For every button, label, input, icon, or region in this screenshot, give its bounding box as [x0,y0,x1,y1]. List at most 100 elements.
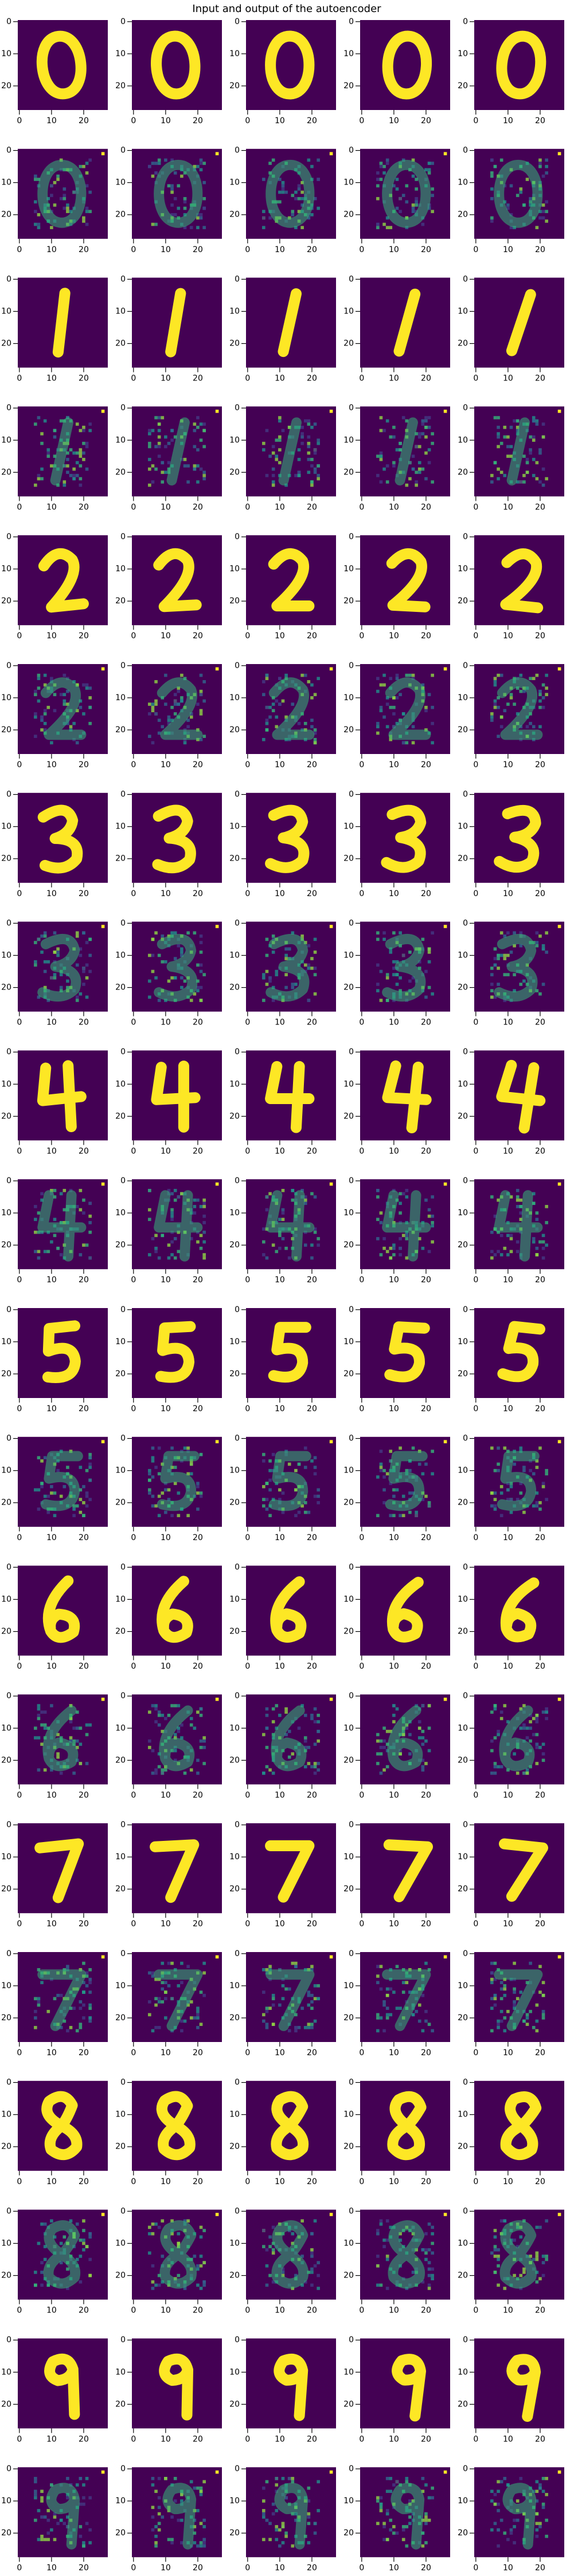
image-pixel [421,1742,425,1746]
image-pixel [395,448,399,451]
image-pixel [72,1504,76,1508]
y-tick-label: 10 [1,1337,11,1346]
image-pixel [88,2232,92,2236]
y-tick-label: 10 [1,2239,11,2248]
y-tick-label: 0 [349,790,354,799]
image-pixel [385,1765,389,1769]
image-pixel [193,1198,197,1202]
image-pixel [513,1961,516,1965]
y-tick-label: 0 [235,1820,240,1829]
image-pixel [173,213,177,217]
image-pixel [310,1714,314,1717]
image-pixel [63,1189,67,1192]
image-pixel [154,1234,158,1238]
x-tick-label: 10 [275,1790,285,1800]
image-pixel [199,689,203,693]
image-pixel [313,1771,317,1775]
image-pixel [405,1234,409,1238]
image-pixel [196,1482,200,1485]
image-content [151,1061,201,1133]
image-pixel [37,1230,41,1234]
image-content [376,1182,447,1262]
x-tick-label: 20 [421,1404,431,1413]
image-pixel [310,2023,314,2026]
image-pixel [262,2486,265,2490]
x-tick-label: 0 [131,889,136,898]
image-stroke [166,417,190,486]
image-pixel [541,944,545,948]
x-tick-label: 0 [359,1662,364,1671]
image-pixel [161,2000,165,2004]
image-pixel [275,2538,279,2542]
y-tick-label: 20 [343,1756,354,1765]
x-tick-label: 20 [193,1275,203,1285]
image-pixel [271,1452,275,1456]
x-tick-label: 20 [193,1533,203,1542]
image-pixel [376,1218,380,1222]
image-pixel [317,474,320,477]
x-tick-label: 20 [79,889,89,898]
image-content [387,2091,427,2161]
image-pixel [69,448,73,451]
y-tick-label: 0 [463,2335,468,2345]
image-pixel [310,1717,314,1721]
image-pixel [303,2280,307,2284]
image-pixel [157,1256,161,1260]
image-pixel [79,464,83,468]
image-stroke [38,548,89,613]
image-pixel [329,1440,333,1444]
image-pixel [310,2251,314,2255]
image-pixel [34,2480,37,2484]
image-pixel [389,2528,393,2532]
image-pixel [307,2023,311,2026]
image-pixel [170,1704,174,1707]
x-tick-label: 0 [359,889,364,898]
y-tick-label: 20 [115,2013,126,2023]
image-pixel [167,1488,171,1492]
image-pixel [490,1710,494,1714]
image-pixel [399,976,402,980]
image-pixel [43,931,47,935]
image-pixel [170,1214,174,1218]
image-pixel [506,973,510,976]
image-pixel [310,2232,314,2236]
image-pixel [66,2267,69,2271]
x-tick-label: 20 [535,1404,545,1413]
image-pixel [46,1494,50,1498]
image-pixel [148,1488,151,1492]
y-tick-label: 10 [1,1852,11,1862]
y-tick-label: 20 [343,1498,354,1507]
y-tick-label: 10 [1,1723,11,1733]
image-content [152,804,196,874]
image-pixel [287,957,291,960]
image-pixel [411,1491,415,1495]
image-content [497,1321,545,1383]
y-tick-label: 0 [349,274,354,284]
y-tick-label: 20 [115,1756,126,1765]
image-pixel [499,1485,503,1489]
image-pixel [300,673,304,677]
image-pixel [34,1205,37,1208]
image-pixel [46,960,50,964]
image-pixel [317,1243,320,1247]
y-tick-label: 0 [235,532,240,541]
image-pixel [202,1961,206,1965]
image-pixel [157,2477,161,2480]
y-tick-label: 0 [463,918,468,928]
y-tick-label: 20 [458,725,468,735]
image-pixel [157,1472,161,1476]
x-tick-label: 0 [131,116,136,125]
image-pixel [385,2287,389,2290]
image-pixel [85,686,89,690]
image-stroke [271,2220,309,2289]
image-pixel [271,2251,275,2255]
x-tick-label: 10 [503,2177,513,2186]
image-pixel [493,1771,497,1775]
image-pixel [43,960,47,964]
image-pixel [522,1723,526,1727]
image-pixel [300,2006,304,2010]
image-pixel [161,1771,165,1775]
